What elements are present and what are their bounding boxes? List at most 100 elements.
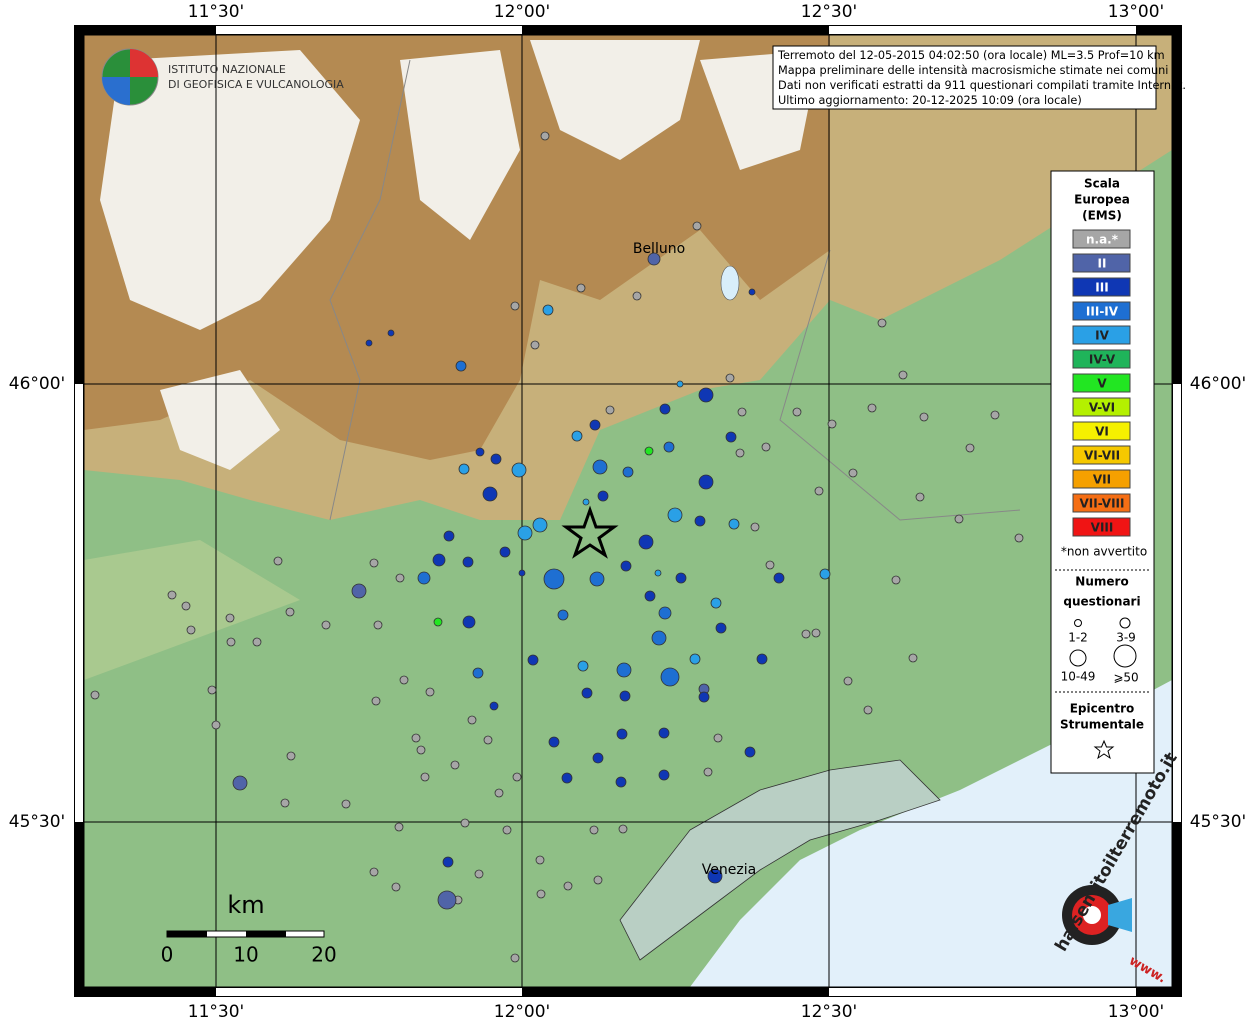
report-point [675, 572, 687, 584]
report-point [898, 370, 908, 380]
report-point [576, 283, 586, 293]
lon-label: 12°30' [801, 2, 857, 22]
report-point [954, 514, 964, 524]
report-point [252, 637, 262, 647]
report-point [499, 546, 511, 558]
report-point [877, 318, 887, 328]
report-point [589, 419, 601, 431]
report-point [474, 869, 484, 879]
epicenter [561, 505, 619, 559]
lake [720, 265, 740, 301]
report-point [483, 735, 493, 745]
report-point [561, 772, 573, 784]
report-point [667, 507, 683, 523]
report-point [530, 340, 540, 350]
report-point [211, 720, 221, 730]
legend-label: VI-VII [1084, 449, 1120, 463]
report-point [458, 463, 470, 475]
report-point [548, 736, 560, 748]
report-point [619, 690, 631, 702]
report-point [321, 620, 331, 630]
info-line: Mappa preliminare delle intensità macros… [778, 64, 1168, 77]
legend-swatch [1072, 421, 1131, 441]
report-point [577, 660, 589, 672]
legend-label: V [1097, 377, 1107, 391]
report-point [494, 788, 504, 798]
legend-label: III-IV [1086, 305, 1119, 319]
report-point [226, 637, 236, 647]
report-point [280, 798, 290, 808]
snow [100, 40, 820, 470]
size-symbol [1069, 649, 1087, 667]
report-point [510, 953, 520, 963]
scale-bar-segment [167, 931, 207, 937]
logo-text: ISTITUTO NAZIONALE [168, 63, 286, 76]
report-point [1014, 533, 1024, 543]
size-symbol [1119, 617, 1131, 629]
lat-label: 45°30' [9, 812, 65, 832]
report-point [616, 662, 632, 678]
scale-label: 10 [233, 943, 258, 967]
report-point [713, 733, 723, 743]
report-point [597, 490, 609, 502]
hills [84, 540, 300, 680]
report-point [467, 715, 477, 725]
report-point [891, 575, 901, 585]
report-point [511, 462, 527, 478]
report-point [867, 403, 877, 413]
report-point [225, 613, 235, 623]
report-point [510, 301, 520, 311]
scale-label: 20 [311, 943, 336, 967]
report-point [411, 733, 421, 743]
report-point [843, 676, 853, 686]
frame-segment [829, 26, 1136, 34]
report-point [658, 606, 672, 620]
report-point [811, 628, 821, 638]
scale-bar: km 0 10 20 [161, 891, 337, 967]
report-point [395, 573, 405, 583]
report-point [369, 867, 379, 877]
report-point [365, 339, 373, 347]
report-point [765, 560, 775, 570]
lon-label: 11°30' [188, 1002, 244, 1022]
legend-swatch [1072, 469, 1131, 489]
lat-label: 46°00' [1190, 374, 1246, 394]
report-point [273, 556, 283, 566]
report-point [707, 868, 723, 884]
legend-label: VI [1095, 425, 1109, 439]
report-point [394, 822, 404, 832]
logo-globe-part [102, 77, 130, 105]
legend-title: Epicentro [1070, 702, 1135, 716]
report-point [417, 571, 431, 585]
report-point [647, 252, 661, 266]
legend-title: (EMS) [1082, 209, 1122, 223]
report-point [638, 534, 654, 550]
legend-swatch [1072, 325, 1131, 345]
size-label: 1-2 [1068, 631, 1088, 645]
lon-label: 13°00' [1108, 1002, 1164, 1022]
report-point [915, 492, 925, 502]
report-point [827, 419, 837, 429]
report-point [450, 760, 460, 770]
report-point [593, 875, 603, 885]
report-point [965, 443, 975, 453]
report-point [750, 522, 760, 532]
report-point [735, 448, 745, 458]
size-symbol [1113, 644, 1137, 668]
report-point [744, 746, 756, 758]
report-point [527, 654, 539, 666]
lat-label: 45°30' [1190, 812, 1246, 832]
legend-label: VIII [1091, 521, 1114, 535]
report-point [658, 769, 670, 781]
report-point [698, 691, 710, 703]
scale-unit: km [227, 891, 264, 919]
report-point [462, 615, 476, 629]
legend-title: Numero [1075, 575, 1128, 589]
lagoon [619, 759, 941, 961]
report-point [863, 705, 873, 715]
report-points [90, 131, 1024, 963]
report-point [517, 525, 533, 541]
report-point [756, 653, 768, 665]
report-point [728, 518, 740, 530]
report-point [232, 775, 248, 791]
